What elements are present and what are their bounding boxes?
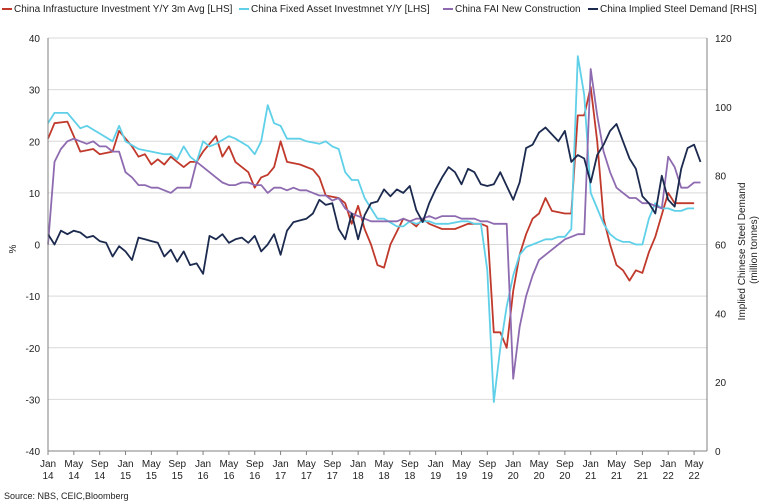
x-tick-label-month: Jan — [660, 459, 676, 470]
right-axis-title-line-1: Implied Chinese Steel Demand — [737, 182, 748, 320]
x-tick-label-month: Sep — [401, 459, 419, 470]
left-tick-label: 30 — [29, 86, 41, 97]
legend-label-2: China Fixed Asset Investmnet Y/Y [LHS] — [251, 4, 430, 15]
x-tick-label-month: Jan — [195, 459, 211, 470]
source-note: Source: NBS, CEIC,Bloomberg — [4, 491, 129, 501]
x-tick-label-year: 21 — [611, 471, 623, 482]
right-tick-label: 0 — [715, 447, 721, 458]
series-line-1 — [47, 86, 695, 349]
left-tick-label: -40 — [26, 447, 41, 458]
x-tick-label-year: 18 — [378, 471, 390, 482]
x-tick-label-month: May — [685, 459, 704, 470]
x-tick-label-year: 19 — [456, 471, 468, 482]
x-tick-label-month: May — [142, 459, 161, 470]
left-tick-label: -10 — [26, 292, 41, 303]
legend: China Infrastucture Investment Y/Y 3m Av… — [2, 4, 757, 15]
x-tick-label-month: Jan — [40, 459, 56, 470]
legend-label-3: China FAI New Construction — [455, 4, 581, 15]
x-tick-label-month: Jan — [273, 459, 289, 470]
x-tick-label-year: 17 — [275, 471, 287, 482]
legend-label-4: China Implied Steel Demand [RHS] — [600, 4, 757, 15]
series-line-4 — [47, 123, 702, 275]
left-tick-label: 0 — [34, 241, 40, 252]
right-axis-title: Implied Chinese Steel Demand (million to… — [737, 180, 760, 321]
x-tick-label-month: Sep — [168, 459, 186, 470]
x-tick-label-month: Sep — [478, 459, 496, 470]
x-tick-label-month: Jan — [583, 459, 599, 470]
x-tick-label-year: 22 — [663, 471, 675, 482]
right-tick-label: 60 — [715, 241, 727, 252]
x-tick-label-month: May — [530, 459, 549, 470]
right-tick-label: 120 — [715, 34, 732, 45]
x-tick-label-month: Sep — [556, 459, 574, 470]
x-tick-label-year: 22 — [689, 471, 701, 482]
x-tick-label-month: May — [219, 459, 238, 470]
x-tick-label-year: 18 — [404, 471, 416, 482]
x-tick-label-year: 15 — [146, 471, 158, 482]
x-tick-label-month: May — [64, 459, 83, 470]
right-axis-ticks: 0 20 40 60 80 100 120 — [715, 34, 732, 458]
x-tick-label-year: 18 — [353, 471, 365, 482]
x-tick-label-month: Jan — [505, 459, 521, 470]
left-tick-label: 10 — [29, 189, 41, 200]
right-tick-label: 100 — [715, 103, 732, 114]
x-tick-label-year: 20 — [533, 471, 545, 482]
x-tick-label-year: 21 — [637, 471, 649, 482]
x-tick-label-month: Sep — [633, 459, 651, 470]
x-tick-label-month: May — [297, 459, 316, 470]
x-tick-label-month: Sep — [323, 459, 341, 470]
axes — [47, 38, 708, 452]
x-tick-label-month: Sep — [246, 459, 264, 470]
legend-label-1: China Infrastucture Investment Y/Y 3m Av… — [14, 4, 233, 15]
left-tick-label: -20 — [26, 344, 41, 355]
x-tick-label-year: 21 — [585, 471, 597, 482]
x-tick-label-year: 20 — [508, 471, 520, 482]
x-tick-label-year: 19 — [482, 471, 494, 482]
x-tick-label-month: Sep — [91, 459, 109, 470]
series-line-3 — [47, 68, 701, 380]
x-tick-label-month: May — [375, 459, 394, 470]
x-tick-label-month: Jan — [117, 459, 133, 470]
left-axis-ticks: -40 -30 -20 -10 0 10 20 30 40 — [26, 34, 41, 458]
x-tick-label-year: 20 — [559, 471, 571, 482]
x-tick-label-year: 16 — [223, 471, 235, 482]
x-tick-label-year: 16 — [249, 471, 261, 482]
gridlines — [48, 37, 707, 452]
x-tick-label-month: Jan — [428, 459, 444, 470]
x-tick-label-year: 14 — [94, 471, 106, 482]
x-tick-label-year: 16 — [197, 471, 209, 482]
right-tick-label: 20 — [715, 378, 727, 389]
x-tick-label-month: May — [452, 459, 471, 470]
x-tick-label-year: 17 — [327, 471, 339, 482]
left-tick-label: 20 — [29, 137, 41, 148]
right-tick-label: 40 — [715, 309, 727, 320]
left-axis-title: % — [8, 244, 19, 253]
x-tick-label-year: 19 — [430, 471, 442, 482]
x-tick-label-month: May — [607, 459, 626, 470]
x-tick-label-year: 14 — [42, 471, 54, 482]
right-axis-title-line-2: (million tonnes) — [749, 216, 760, 284]
x-tick-label-year: 17 — [301, 471, 313, 482]
x-tick-label-month: Jan — [350, 459, 366, 470]
plot-series — [47, 55, 702, 403]
x-tick-label-year: 15 — [120, 471, 132, 482]
x-tick-label-year: 15 — [172, 471, 184, 482]
x-tick-label-year: 14 — [68, 471, 80, 482]
series-line-2 — [47, 55, 695, 403]
left-tick-label: -30 — [26, 395, 41, 406]
right-tick-label: 80 — [715, 172, 727, 183]
left-tick-label: 40 — [29, 34, 41, 45]
x-axis-ticks: Jan14May14Sep14Jan15May15Sep15Jan16May16… — [40, 451, 704, 482]
